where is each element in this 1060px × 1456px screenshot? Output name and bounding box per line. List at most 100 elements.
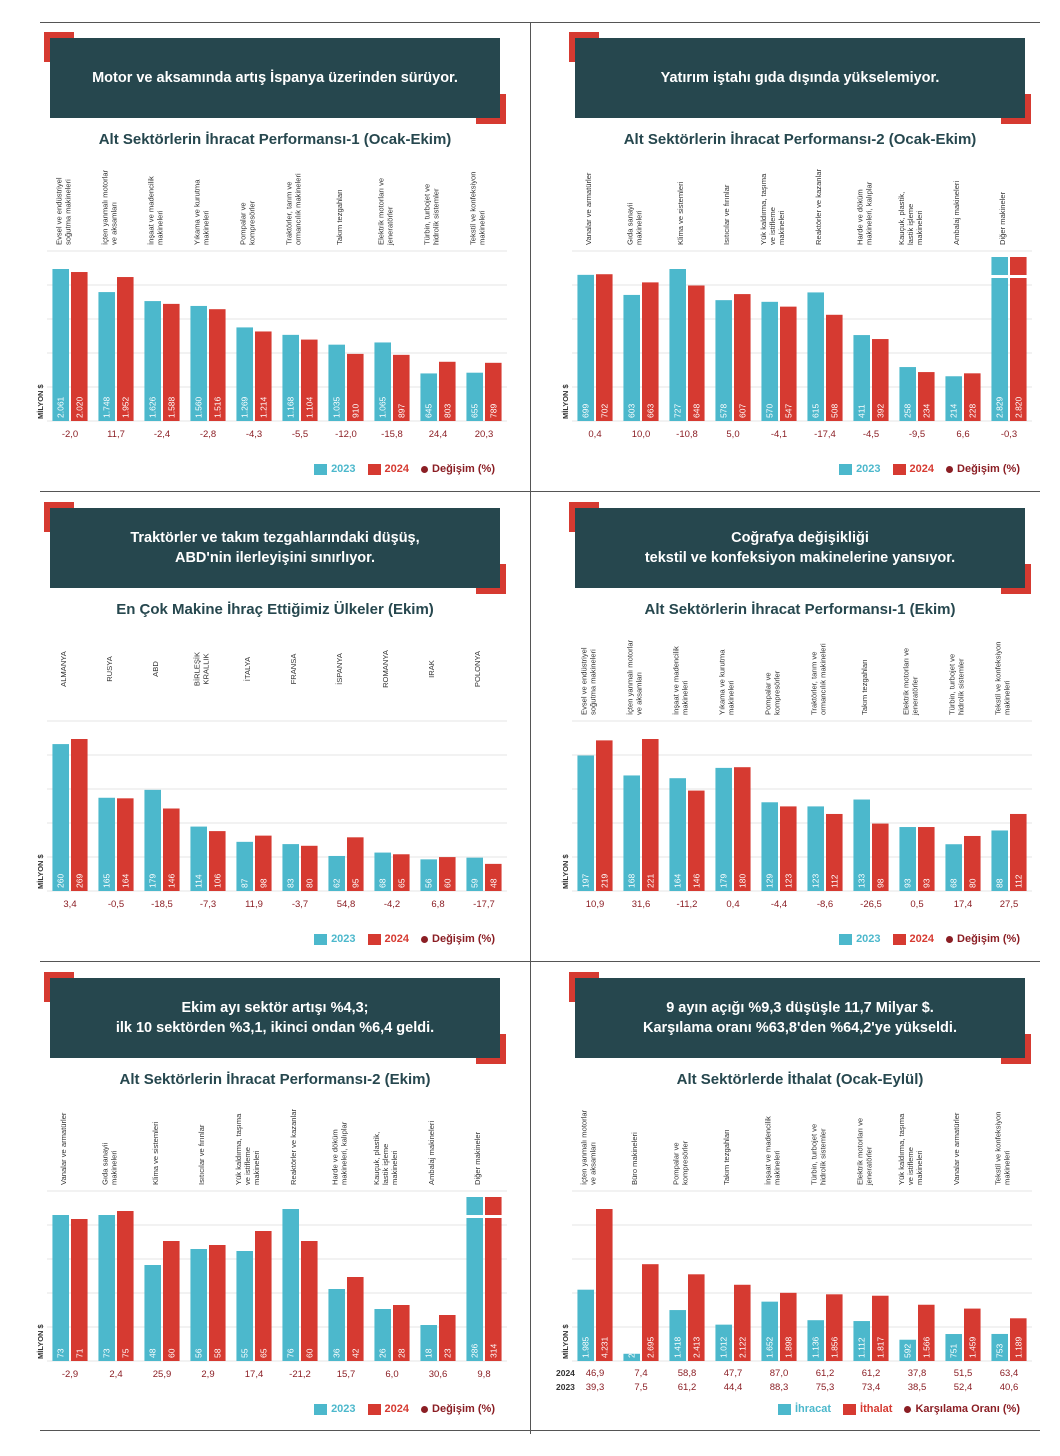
bar-chart: MİLYON $ Evsel ve endüstriyel soğutma maki…	[36, 169, 507, 440]
chart-legend: 2023 2024 Değişim (%)	[314, 933, 495, 945]
bar-value-label: 55	[240, 1348, 250, 1358]
category-label-line: Tekstil ve konfeksiyon	[994, 642, 1003, 715]
bar-series-b	[872, 823, 889, 891]
category-label: BİRLEŞİK KRALLIK	[193, 652, 211, 686]
bar-series-a	[991, 1333, 1008, 1361]
coverage-ratio-value: 75,3	[816, 1382, 835, 1393]
bar-value-label: 615	[811, 404, 821, 418]
category-label-line: lastik işleme	[906, 204, 915, 245]
bar-value-label: 2.413	[691, 1336, 701, 1358]
headline-banner: 9 ayın açığı %9,3 düşüşle 11,7 Milyar $.…	[575, 978, 1025, 1058]
headline-line: ABD'nin ilerleyişini sınırlıyor.	[174, 550, 376, 566]
bar-value-label: 803	[442, 404, 452, 418]
bar-chart: MİLYON $ Vanalar ve armatürler 73 71 -2,9 Gıd…	[36, 1109, 507, 1380]
bar-series-a	[98, 797, 115, 891]
bar-value-label: 59	[470, 878, 480, 888]
bar-series-b	[918, 1304, 935, 1361]
legend-label: Değişim (%)	[957, 463, 1020, 475]
category-label: FRANSA	[289, 653, 298, 685]
bar-value-label: 547	[783, 404, 793, 418]
change-value: -2,8	[200, 429, 216, 440]
coverage-ratio-value: 52,4	[954, 1382, 973, 1393]
change-value: -11,2	[677, 899, 698, 910]
change-value: -4,3	[246, 429, 262, 440]
category-label: Ambalaj makineleri	[952, 181, 961, 245]
change-value: -4,4	[771, 899, 787, 910]
bar-series-a	[282, 844, 299, 891]
bar-value-label: 1.817	[875, 1336, 885, 1358]
bar-series-a	[420, 1325, 437, 1361]
bar-series-b	[393, 1305, 410, 1361]
category-label-line: Takım tezgahları	[335, 189, 344, 245]
bar-series-b	[780, 806, 797, 891]
headline-line: Karşılama oranı %63,8'den %64,2'ye yükse…	[643, 1020, 957, 1036]
corner-accent	[476, 564, 506, 594]
bar-series-b	[117, 277, 134, 421]
category-label-line: soğutma makineleri	[589, 649, 598, 715]
category-label-line: makineleri	[915, 1150, 924, 1185]
panel-6: 9 ayın açığı %9,3 düşüşle 11,7 Milyar $.…	[556, 963, 1060, 1433]
category-label: Vanalar ve armatürler	[59, 1112, 68, 1185]
bar-value-label: 702	[599, 404, 609, 418]
bar-series-a	[98, 1215, 115, 1361]
change-value: -10,8	[676, 429, 698, 440]
change-value: 11,9	[245, 899, 263, 910]
legend-label: 2024	[384, 1403, 410, 1415]
coverage-ratio-value: 7,5	[634, 1382, 647, 1393]
bar-series-a	[190, 826, 207, 891]
banner-frame: Coğrafya değişikliği tekstil ve konfeksi…	[569, 502, 1031, 594]
bar-value-label: 56	[424, 878, 434, 888]
category-label: Vanalar ve armatürler	[584, 172, 593, 245]
category-label-line: Isıtıcılar ve fırınlar	[197, 1124, 206, 1185]
category-label-line: ve aksamları	[110, 202, 119, 245]
bar-series-b	[596, 740, 613, 891]
bar-value-label: 508	[829, 404, 839, 418]
coverage-ratio-value: 44,4	[724, 1382, 743, 1393]
category-label-line: Takım tezgahları	[860, 659, 869, 715]
bar-series-b	[780, 1292, 797, 1361]
banner-frame: Yatırım iştahı gıda dışında yükselemiyor…	[569, 32, 1031, 124]
category-label-line: Tekstil ve konfeksiyon	[994, 1112, 1003, 1185]
category-label-line: ROMANYA	[381, 649, 390, 688]
bar-value-label: 68	[378, 878, 388, 888]
category-label-line: Isıtıcılar ve fırınlar	[722, 184, 731, 245]
coverage-ratio-value: 47,7	[724, 1368, 743, 1379]
bar-value-label: 88	[995, 878, 1005, 888]
category-label-line: hidrolik sistemler	[819, 1128, 828, 1185]
chart-legend: 2023 2024 Değişim (%)	[839, 933, 1020, 945]
bar-value-label: 165	[102, 874, 112, 888]
bar-value-label: 1.012	[719, 1336, 729, 1358]
legend-label: 2023	[856, 933, 881, 945]
change-value: -7,3	[200, 899, 216, 910]
bar-series-b	[209, 831, 226, 891]
bottom-rule	[40, 1430, 1040, 1431]
bar-series-a	[807, 292, 824, 421]
legend-label: 2024	[384, 463, 410, 475]
bar-value-label: 655	[470, 404, 480, 418]
category-label-line: Vanalar ve armatürler	[952, 1112, 961, 1185]
headline-banner: Traktörler ve takım tezgahlarındaki düşü…	[50, 508, 500, 588]
change-value: 6,8	[431, 899, 444, 910]
bar-series-b	[1010, 257, 1027, 421]
category-label-line: ve aksamları	[635, 672, 644, 715]
bar-value-label: 197	[581, 874, 591, 888]
category-label: Evsel ve endüstriyel soğutma makineleri	[580, 647, 598, 715]
category-label-line: ormancılık makineleri	[294, 173, 303, 245]
headline-banner: Yatırım iştahı gıda dışında yükselemiyor…	[575, 38, 1025, 118]
coverage-ratio-value: 63,4	[1000, 1368, 1019, 1379]
headline-line: Ekim ayı sektör artışı %4,3;	[181, 999, 369, 1016]
category-label-line: Traktörler, tarım ve	[285, 182, 294, 245]
category-label-line: Diğer makineler	[998, 191, 1007, 245]
change-value: 20,3	[475, 429, 494, 440]
category-label-line: ve istifleme	[768, 207, 777, 245]
bar-value-label: 60	[442, 878, 452, 888]
bar-series-a	[144, 789, 161, 891]
bar-value-label: 1.985	[581, 1336, 591, 1358]
category-label-line: jeneratörler	[386, 206, 395, 246]
bar-series-b	[71, 1219, 88, 1361]
bar-value-label: 146	[691, 874, 701, 888]
headline-line: tekstil ve konfeksiyon makinelerine yans…	[644, 550, 956, 566]
bar-value-label: 2.061	[56, 396, 66, 418]
category-label-line: lastik işleme	[381, 1144, 390, 1185]
coverage-ratio-value: 39,3	[586, 1382, 605, 1393]
